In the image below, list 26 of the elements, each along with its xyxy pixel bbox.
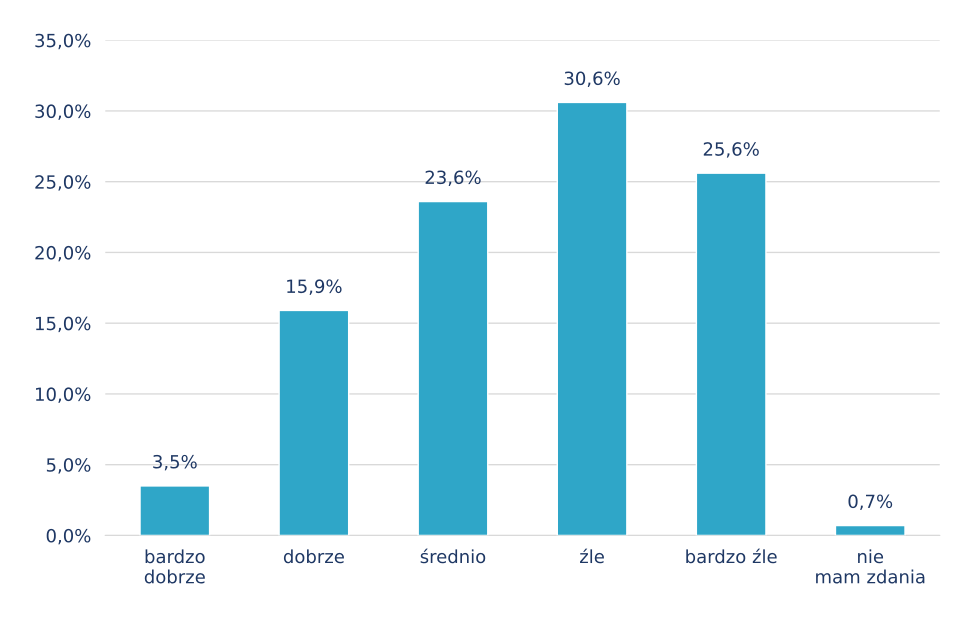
data-label: 30,6% <box>564 71 620 87</box>
data-label: 25,6% <box>704 142 759 158</box>
bar <box>418 200 488 536</box>
y-tick-label: 30,0% <box>35 104 90 120</box>
y-tick-label: 10,0% <box>36 387 90 403</box>
x-tick-label: dobrze <box>284 549 344 564</box>
data-label: 15,9% <box>287 279 342 295</box>
x-tick-label: bardzo źle <box>686 548 777 564</box>
data-label: 23,6% <box>426 170 481 186</box>
bar <box>556 102 628 536</box>
y-tick-label: 0,0% <box>46 528 90 544</box>
bar <box>278 310 350 536</box>
data-label: 0,7% <box>848 494 892 510</box>
y-tick-label: 20,0% <box>35 246 90 262</box>
x-tick-label: średnio <box>420 548 486 564</box>
y-tick-label: 25,0% <box>35 175 90 191</box>
x-tick-label: nie mam zdania <box>816 549 924 584</box>
bar <box>834 524 906 536</box>
bar <box>139 485 210 536</box>
bar <box>696 172 767 536</box>
x-tick-label: źle <box>580 548 604 564</box>
data-label: 3,5% <box>153 454 197 470</box>
y-tick-label: 35,0% <box>35 34 90 50</box>
x-tick-label: bardzo dobrze <box>144 549 205 584</box>
y-tick-label: 15,0% <box>36 316 90 332</box>
y-tick-label: 5,0% <box>46 458 90 474</box>
